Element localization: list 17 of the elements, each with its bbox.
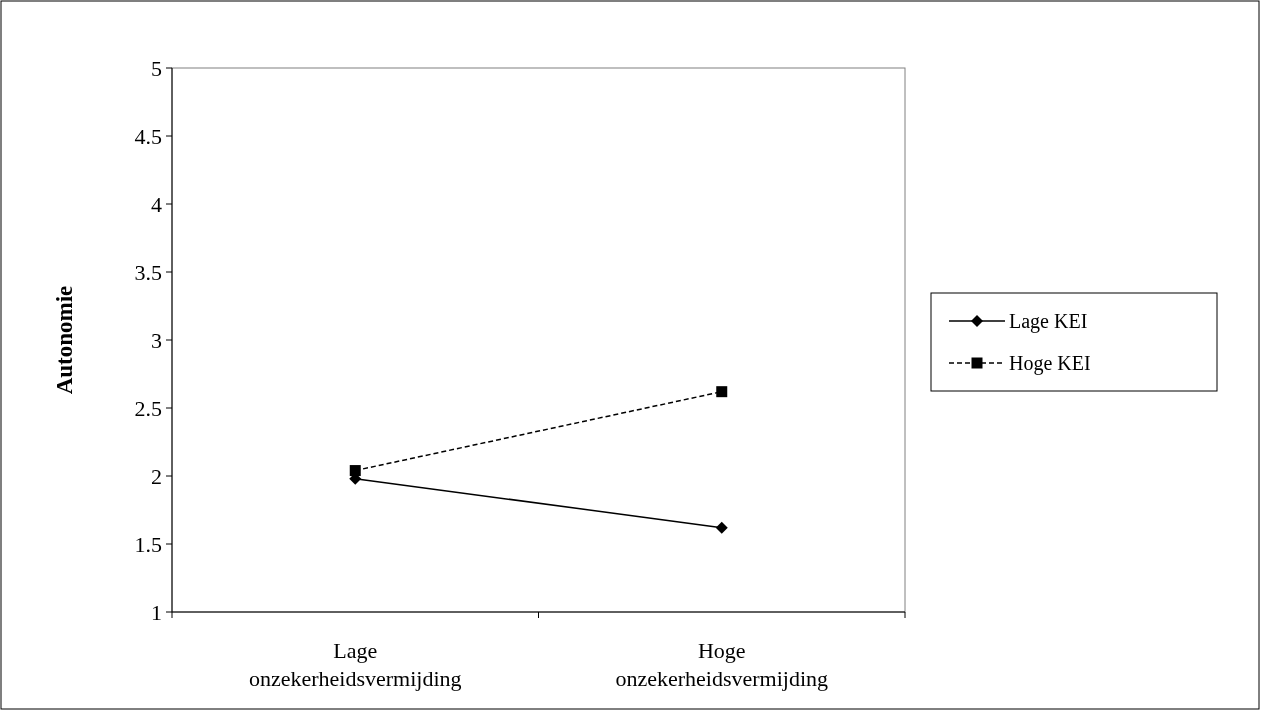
y-tick-label: 4.5 [134, 123, 162, 149]
y-tick-label: 5 [151, 55, 162, 81]
y-tick-label: 2 [151, 463, 162, 489]
x-tick-label: Lage onzekerheidsvermijding [248, 638, 462, 691]
y-tick-label: 3 [151, 327, 162, 353]
y-tick-label: 2.5 [134, 395, 162, 421]
y-tick-label: 1.5 [134, 531, 162, 557]
y-tick-label: 3.5 [134, 259, 162, 285]
point [715, 521, 728, 534]
point [716, 386, 728, 398]
y-tick-label: 1 [151, 599, 162, 625]
y-tick-label: 4 [151, 191, 162, 217]
y-axis-title: Autonomie [52, 285, 77, 395]
point [349, 465, 361, 477]
legend-label: Hoge KEI [1009, 352, 1091, 375]
legend-label: Lage KEI [1009, 310, 1088, 333]
x-tick-label: Hoge onzekerheidsvermijding [615, 638, 829, 691]
